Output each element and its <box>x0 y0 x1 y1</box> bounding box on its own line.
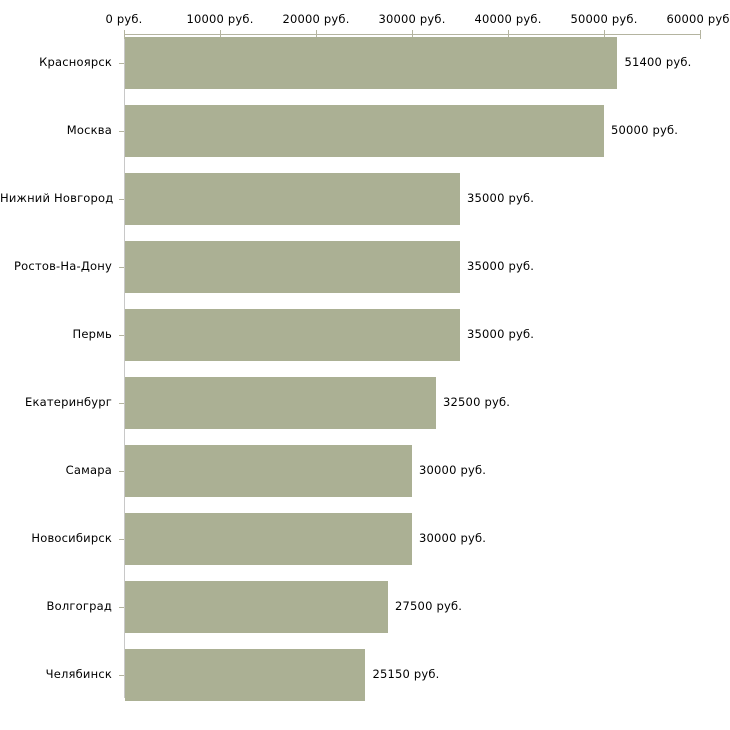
bar[interactable] <box>125 241 460 293</box>
bar[interactable] <box>125 173 460 225</box>
bar-value-label: 30000 руб. <box>419 463 487 477</box>
bar-value-label: 25150 руб. <box>372 667 440 681</box>
bar[interactable] <box>125 581 388 633</box>
bar-value-label: 50000 руб. <box>611 123 679 137</box>
x-axis-tick-label: 20000 руб. <box>282 12 350 26</box>
x-axis-tick-label: 10000 руб. <box>186 12 254 26</box>
bar[interactable] <box>125 445 412 497</box>
bar-value-label: 30000 руб. <box>419 531 487 545</box>
y-axis-line <box>124 34 125 698</box>
x-axis-tick <box>604 30 605 39</box>
bar[interactable] <box>125 37 618 89</box>
y-axis-tick <box>119 131 124 132</box>
y-axis-tick <box>119 539 124 540</box>
x-axis-tick-label: 0 руб. <box>105 12 143 26</box>
x-axis-tick-label: 30000 руб. <box>378 12 446 26</box>
x-axis-tick <box>220 30 221 39</box>
y-axis-tick <box>119 607 124 608</box>
y-axis-tick <box>119 267 124 268</box>
y-axis-tick <box>119 63 124 64</box>
y-axis-category-label: Нижний Новгород <box>0 191 114 205</box>
x-axis-tick <box>412 30 413 39</box>
bar[interactable] <box>125 309 460 361</box>
y-axis-tick <box>119 335 124 336</box>
bar[interactable] <box>125 377 436 429</box>
y-axis-category-label: Красноярск <box>39 55 112 69</box>
y-axis-category-label: Екатеринбург <box>25 395 112 409</box>
y-axis-category-label: Новосибирск <box>31 531 112 545</box>
y-axis-category-label: Волгоград <box>46 599 112 613</box>
x-axis-tick <box>124 30 125 39</box>
x-axis-tick-label: 40000 руб. <box>474 12 542 26</box>
bar-value-label: 51400 руб. <box>624 55 692 69</box>
y-axis-tick <box>119 675 124 676</box>
y-axis-category-label: Москва <box>66 123 112 137</box>
bar-value-label: 35000 руб. <box>467 191 535 205</box>
x-axis-tick <box>316 30 317 39</box>
x-axis-tick-label: 60000 руб. <box>666 12 730 26</box>
x-axis-tick <box>700 30 701 39</box>
y-axis-category-label: Челябинск <box>45 667 112 681</box>
y-axis-category-label: Ростов-На-Дону <box>14 259 112 273</box>
bar[interactable] <box>125 513 412 565</box>
bar-value-label: 35000 руб. <box>467 327 535 341</box>
y-axis-tick <box>119 403 124 404</box>
bar-value-label: 35000 руб. <box>467 259 535 273</box>
bar[interactable] <box>125 649 366 701</box>
y-axis-category-label: Самара <box>65 463 112 477</box>
x-axis-tick <box>508 30 509 39</box>
x-axis-tick-label: 50000 руб. <box>570 12 638 26</box>
bar-value-label: 32500 руб. <box>443 395 511 409</box>
y-axis-category-label: Пермь <box>72 327 112 341</box>
y-axis-tick <box>119 199 124 200</box>
bar[interactable] <box>125 105 604 157</box>
y-axis-tick <box>119 471 124 472</box>
bar-value-label: 27500 руб. <box>395 599 463 613</box>
